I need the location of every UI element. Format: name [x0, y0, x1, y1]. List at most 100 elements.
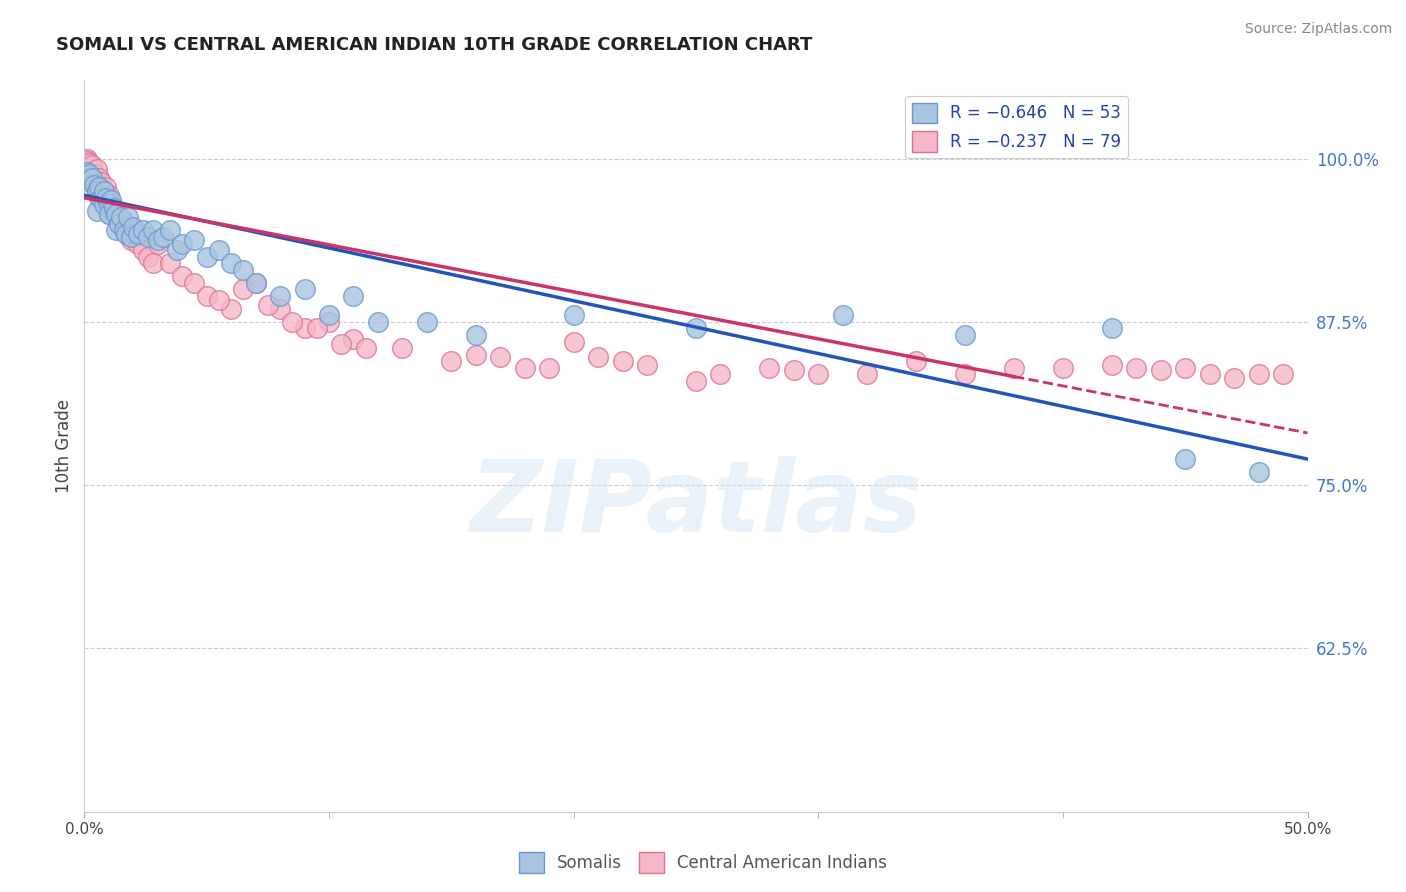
Point [1052, 360, 1074, 375]
Point [464, 348, 486, 362]
Point [489, 350, 512, 364]
Point [245, 276, 267, 290]
Point [538, 360, 561, 375]
Point [80, 171, 103, 186]
Point [1101, 321, 1123, 335]
Point [90, 175, 112, 189]
Point [232, 262, 254, 277]
Point [1125, 360, 1147, 375]
Point [269, 301, 291, 316]
Point [103, 203, 125, 218]
Point [77, 167, 100, 181]
Point [120, 230, 142, 244]
Point [1002, 360, 1025, 375]
Point [905, 354, 928, 368]
Point [1174, 452, 1197, 467]
Point [856, 367, 879, 381]
Point [166, 243, 188, 257]
Point [1150, 363, 1173, 377]
Point [146, 233, 169, 247]
Point [513, 360, 536, 375]
Text: ZIPatlas: ZIPatlas [470, 456, 922, 553]
Point [100, 194, 122, 208]
Point [183, 276, 205, 290]
Point [93, 184, 115, 198]
Point [117, 211, 139, 225]
Point [562, 309, 585, 323]
Point [709, 367, 731, 381]
Point [103, 202, 125, 216]
Point [562, 334, 585, 349]
Point [685, 374, 707, 388]
Point [77, 155, 100, 169]
Point [159, 256, 181, 270]
Point [1247, 367, 1270, 381]
Point [172, 269, 194, 284]
Point [136, 250, 159, 264]
Point [1247, 465, 1270, 479]
Point [86, 203, 108, 218]
Point [122, 219, 145, 234]
Point [367, 315, 389, 329]
Point [152, 230, 174, 244]
Point [1223, 371, 1246, 385]
Point [86, 184, 108, 198]
Point [330, 337, 353, 351]
Point [110, 211, 132, 225]
Point [87, 171, 110, 186]
Point [195, 289, 218, 303]
Point [953, 367, 976, 381]
Point [93, 197, 115, 211]
Point [105, 206, 128, 220]
Point [1272, 367, 1295, 381]
Point [132, 243, 155, 257]
Point [97, 188, 120, 202]
Point [112, 223, 135, 237]
Point [76, 165, 98, 179]
Point [142, 256, 165, 270]
Point [586, 350, 609, 364]
Point [208, 293, 231, 307]
Point [391, 341, 413, 355]
Point [127, 227, 149, 242]
Point [76, 152, 98, 166]
Point [83, 167, 105, 181]
Point [90, 191, 112, 205]
Point [96, 191, 118, 205]
Point [83, 178, 105, 192]
Text: Source: ZipAtlas.com: Source: ZipAtlas.com [1244, 22, 1392, 37]
Point [1174, 360, 1197, 375]
Point [318, 309, 340, 323]
Point [257, 298, 280, 312]
Point [219, 301, 242, 316]
Point [90, 188, 112, 202]
Point [115, 217, 138, 231]
Point [305, 321, 328, 335]
Point [1101, 358, 1123, 372]
Point [318, 315, 340, 329]
Point [93, 194, 115, 208]
Point [96, 202, 118, 216]
Point [831, 309, 853, 323]
Point [115, 227, 138, 242]
Point [612, 354, 634, 368]
Point [127, 236, 149, 251]
Point [110, 211, 132, 225]
Point [97, 206, 120, 220]
Point [132, 223, 155, 237]
Point [97, 197, 120, 211]
Point [87, 191, 110, 205]
Point [122, 223, 145, 237]
Point [342, 289, 364, 303]
Point [112, 219, 135, 234]
Point [87, 180, 110, 194]
Point [440, 354, 463, 368]
Point [354, 341, 377, 355]
Point [183, 233, 205, 247]
Point [245, 276, 267, 290]
Point [105, 223, 128, 237]
Point [146, 236, 169, 251]
Point [807, 367, 830, 381]
Point [107, 214, 129, 228]
Point [93, 184, 115, 198]
